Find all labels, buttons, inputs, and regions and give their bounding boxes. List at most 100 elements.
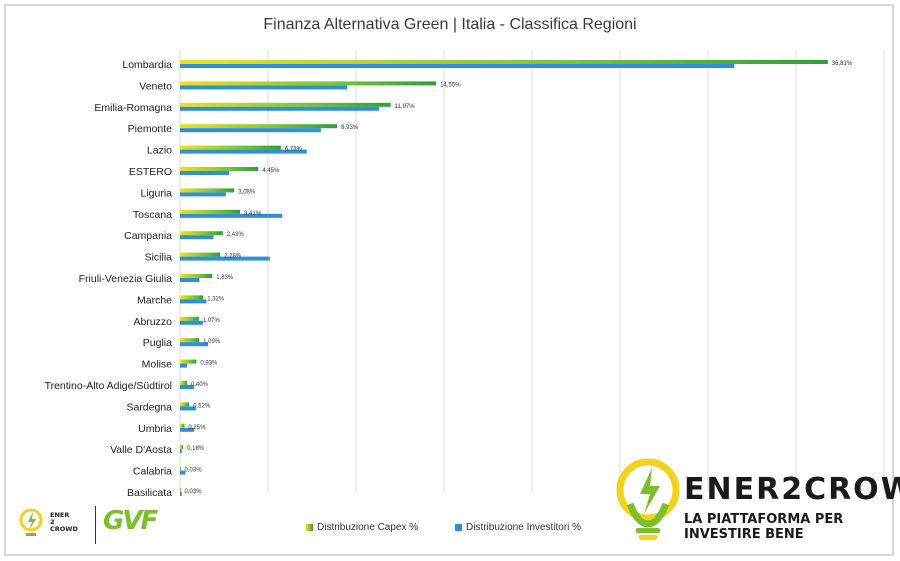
data-label-20: 0,03%: [185, 489, 203, 495]
bar-investitori-18: [180, 449, 182, 454]
legend-swatch-investitori: [455, 524, 462, 531]
data-label-14: 0,93%: [200, 361, 218, 367]
data-label-0: 36,81%: [832, 61, 853, 67]
data-label-10: 1,83%: [216, 275, 234, 281]
category-label-17: Umbria: [138, 423, 172, 435]
category-label-9: Sicilia: [145, 252, 173, 264]
ener2crowd-bulb-icon: [616, 458, 680, 540]
bar-investitori-6: [180, 192, 226, 197]
category-label-11: Marche: [137, 294, 172, 306]
category-label-18: Valle D'Aosta: [110, 444, 172, 456]
bar-investitori-13: [180, 342, 209, 347]
data-label-5: 4,45%: [262, 168, 280, 174]
bar-capex-10: [180, 274, 213, 278]
data-label-15: 0,40%: [191, 382, 209, 388]
bar-capex-3: [180, 124, 338, 129]
bar-investitori-17: [180, 427, 195, 432]
bar-investitori-15: [180, 385, 195, 389]
category-label-2: Emilia-Romagna: [94, 102, 172, 114]
category-label-4: Lazio: [147, 145, 172, 157]
chart-frame: [4, 4, 894, 556]
data-label-13: 1,09%: [203, 339, 221, 345]
legend-item-capex: Distribuzione Capex %: [306, 522, 418, 533]
category-label-19: Calabria: [133, 466, 172, 478]
bar-investitori-3: [180, 128, 321, 133]
small-bulb-icon: [19, 508, 43, 536]
bar-investitori-11: [180, 299, 207, 304]
data-label-16: 0,52%: [193, 403, 211, 409]
bar-investitori-10: [180, 278, 200, 282]
category-label-1: Veneto: [139, 80, 172, 92]
category-label-12: Abruzzo: [133, 316, 172, 328]
bar-capex-4: [180, 145, 281, 150]
category-label-10: Friuli-Venezia Giulia: [79, 273, 173, 285]
gvf-logo: GVF: [103, 506, 158, 536]
bar-investitori-0: [180, 64, 735, 68]
brand-tagline: LA PIATTAFORMA PER INVESTIRE BENE: [684, 512, 844, 542]
data-label-11: 1,32%: [207, 296, 225, 302]
bar-capex-5: [180, 167, 259, 171]
bar-investitori-14: [180, 363, 188, 368]
bar-investitori-12: [180, 320, 203, 325]
bar-investitori-2: [180, 106, 379, 111]
legend-item-investitori: Distribuzione Investitori %: [455, 522, 581, 533]
bar-capex-13: [180, 338, 200, 343]
data-label-17: 0,25%: [188, 425, 206, 431]
bar-capex-16: [180, 402, 190, 407]
bar-capex-17: [180, 423, 185, 428]
bar-investitori-19: [180, 470, 186, 475]
bar-capex-19: [180, 466, 181, 471]
data-label-7: 3,41%: [244, 211, 262, 217]
bar-investitori-5: [180, 171, 230, 175]
category-label-6: Liguria: [140, 187, 172, 199]
data-label-4: 6,73%: [285, 147, 303, 153]
bar-capex-20: [180, 488, 181, 492]
legend-label-investitori: Distribuzione Investitori %: [466, 522, 582, 533]
bar-capex-0: [180, 60, 828, 64]
category-label-13: Puglia: [143, 337, 172, 349]
bar-capex-14: [180, 359, 197, 364]
bar-capex-12: [180, 316, 199, 321]
bar-capex-11: [180, 295, 204, 300]
bar-investitori-7: [180, 213, 283, 218]
bar-investitori-8: [180, 235, 214, 240]
category-label-8: Campania: [124, 230, 172, 242]
bar-investitori-16: [180, 406, 196, 411]
data-label-8: 2,43%: [227, 232, 245, 238]
bar-capex-6: [180, 188, 235, 193]
data-label-19: 0,03%: [185, 468, 203, 474]
data-label-2: 11,97%: [395, 104, 416, 110]
bar-investitori-20: [180, 492, 182, 496]
bar-capex-9: [180, 252, 221, 257]
bar-capex-8: [180, 231, 223, 236]
data-label-6: 3,08%: [238, 189, 256, 195]
category-label-5: ESTERO: [129, 166, 172, 178]
bar-capex-7: [180, 209, 241, 214]
data-label-9: 2,28%: [224, 254, 242, 260]
data-label-1: 14,55%: [440, 82, 461, 88]
data-label-3: 8,93%: [341, 125, 359, 131]
legend-label-capex: Distribuzione Capex %: [317, 522, 419, 533]
category-label-14: Molise: [142, 359, 173, 371]
logo-divider: [95, 506, 96, 544]
bar-capex-1: [180, 81, 437, 86]
data-label-12: 1,07%: [203, 318, 221, 324]
bar-capex-2: [180, 102, 391, 107]
bar-investitori-1: [180, 85, 348, 90]
category-label-3: Piemonte: [128, 123, 173, 135]
category-label-15: Trentino-Alto Adige/Südtirol: [45, 380, 172, 392]
category-label-16: Sardegna: [126, 401, 172, 413]
category-label-7: Toscana: [133, 209, 172, 221]
bar-capex-15: [180, 381, 188, 385]
bar-investitori-4: [180, 149, 307, 154]
legend-swatch-capex: [306, 524, 313, 531]
bar-capex-18: [180, 445, 184, 450]
small-brand-logo: ENER 2 CROWD: [50, 511, 78, 533]
category-label-0: Lombardia: [122, 59, 172, 71]
chart-title: Finanza Alternativa Green | Italia - Cla…: [263, 16, 637, 33]
category-label-20: Basilicata: [127, 487, 172, 499]
bar-investitori-9: [180, 256, 270, 261]
data-label-18: 0,18%: [187, 446, 205, 452]
